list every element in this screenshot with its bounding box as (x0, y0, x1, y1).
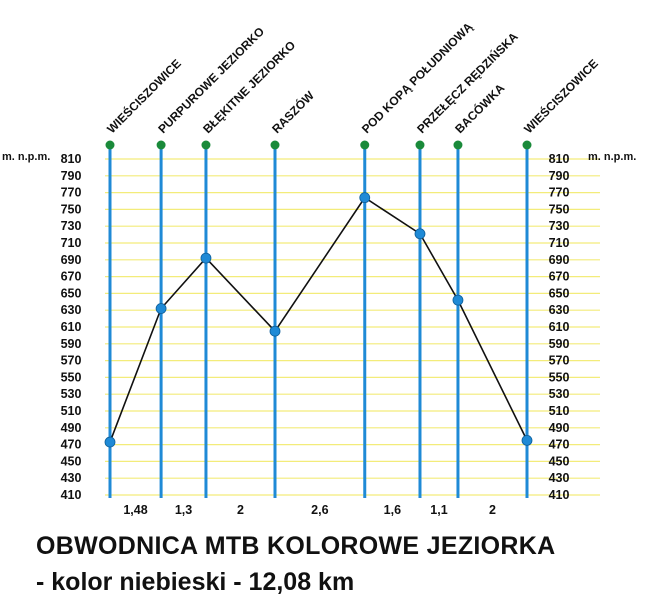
y-tick-label-left: 790 (61, 169, 82, 183)
data-points (104, 192, 533, 448)
station-top-marker (453, 140, 463, 150)
station-label: POD KOPĄ POŁUDNIOWĄ (359, 19, 476, 136)
data-point (269, 325, 281, 337)
y-tick-labels: 810 810 790 790 770 770 750 750 730 730 710 710 690 6… (61, 152, 570, 502)
chart-subtitle: - kolor niebieski - 12,08 km (36, 568, 355, 596)
y-tick-label-right: 790 (549, 169, 570, 183)
station-top-marker (105, 140, 115, 150)
segment-distance-labels: 1,48 1,3 2 2,6 1,6 1,1 2 (123, 503, 496, 517)
y-tick-label-right: 810 (549, 152, 570, 166)
y-tick-label-left: 610 (61, 320, 82, 334)
segment-distance-label: 1,3 (175, 503, 192, 517)
y-tick-label-left: 690 (61, 253, 82, 267)
y-tick-label-left: 590 (61, 337, 82, 351)
y-tick-label-left: 430 (61, 471, 82, 485)
y-axis-label-right: m. n.p.m. (588, 151, 636, 163)
y-tick-label-right: 550 (549, 370, 570, 384)
y-tick-label-left: 810 (61, 152, 82, 166)
y-tick-label-left: 550 (61, 370, 82, 384)
grid-lines (105, 158, 600, 496)
profile-line (109, 196, 528, 443)
y-tick-label-right: 410 (549, 488, 570, 502)
data-point (452, 294, 464, 306)
y-tick-label-left: 450 (61, 454, 82, 468)
station-top-marker (270, 140, 280, 150)
y-tick-label-right: 630 (549, 303, 570, 317)
data-point (359, 192, 371, 204)
y-tick-label-right: 570 (549, 354, 570, 368)
y-tick-label-right: 670 (549, 270, 570, 284)
y-tick-label-left: 510 (61, 404, 82, 418)
y-tick-label-right: 450 (549, 454, 570, 468)
y-tick-label-left: 650 (61, 286, 82, 300)
y-tick-label-left: 670 (61, 270, 82, 284)
y-tick-label-right: 750 (549, 202, 570, 216)
y-tick-label-right: 490 (549, 421, 570, 435)
station-label: WIEŚCISZOWICE (521, 56, 601, 136)
segment-distance-label: 2 (237, 503, 244, 517)
y-tick-label-left: 710 (61, 236, 82, 250)
station-top-marker (415, 140, 425, 150)
segment-distance-label: 2 (489, 503, 496, 517)
data-point (414, 228, 426, 240)
station-top-marker (156, 140, 166, 150)
y-tick-label-right: 470 (549, 438, 570, 452)
chart-title: OBWODNICA MTB KOLOROWE JEZIORKA (36, 532, 556, 560)
y-tick-label-left: 630 (61, 303, 82, 317)
y-tick-label-left: 410 (61, 488, 82, 502)
y-tick-label-left: 750 (61, 202, 82, 216)
y-tick-label-right: 430 (549, 471, 570, 485)
data-point (521, 434, 533, 446)
data-point (200, 252, 212, 264)
segment-distance-label: 1,1 (430, 503, 447, 517)
y-tick-label-left: 470 (61, 438, 82, 452)
data-point (155, 303, 167, 314)
segment-distance-label: 2,6 (311, 503, 328, 517)
y-tick-label-right: 710 (549, 236, 570, 250)
y-tick-label-right: 610 (549, 320, 570, 334)
station-top-marker (360, 140, 370, 150)
profile-line-group (109, 196, 528, 443)
y-tick-label-right: 690 (549, 253, 570, 267)
data-point (104, 436, 116, 448)
station-top-marker (201, 140, 211, 150)
y-axis-label-left: m. n.p.m. (2, 151, 50, 163)
y-tick-label-right: 650 (549, 286, 570, 300)
elevation-profile-chart: 810 810 790 790 770 770 750 750 730 730 710 710 690 6… (2, 19, 636, 517)
y-tick-label-right: 590 (549, 337, 570, 351)
station-top-marker (522, 140, 532, 150)
y-tick-label-left: 570 (61, 354, 82, 368)
y-tick-label-right: 770 (549, 186, 570, 200)
y-tick-label-right: 730 (549, 219, 570, 233)
y-tick-label-left: 490 (61, 421, 82, 435)
segment-distance-label: 1,48 (123, 503, 147, 517)
y-tick-label-right: 510 (549, 404, 570, 418)
segment-distance-label: 1,6 (384, 503, 401, 517)
y-tick-label-left: 770 (61, 186, 82, 200)
y-tick-label-right: 530 (549, 387, 570, 401)
y-tick-label-left: 730 (61, 219, 82, 233)
y-tick-label-left: 530 (61, 387, 82, 401)
station-label: RASZÓW (269, 87, 318, 136)
